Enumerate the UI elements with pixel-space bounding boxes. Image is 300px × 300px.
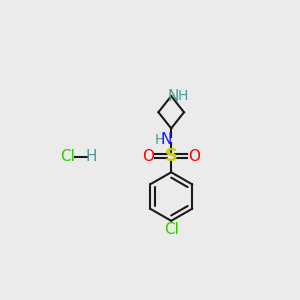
Text: N: N (160, 132, 172, 147)
Text: O: O (188, 148, 200, 164)
Text: H: H (85, 149, 97, 164)
Text: O: O (142, 148, 154, 164)
Text: H: H (155, 133, 165, 147)
Text: S: S (165, 147, 178, 165)
Text: Cl: Cl (60, 149, 75, 164)
Text: N: N (167, 88, 179, 104)
Text: Cl: Cl (164, 222, 178, 237)
Text: H: H (178, 89, 188, 103)
